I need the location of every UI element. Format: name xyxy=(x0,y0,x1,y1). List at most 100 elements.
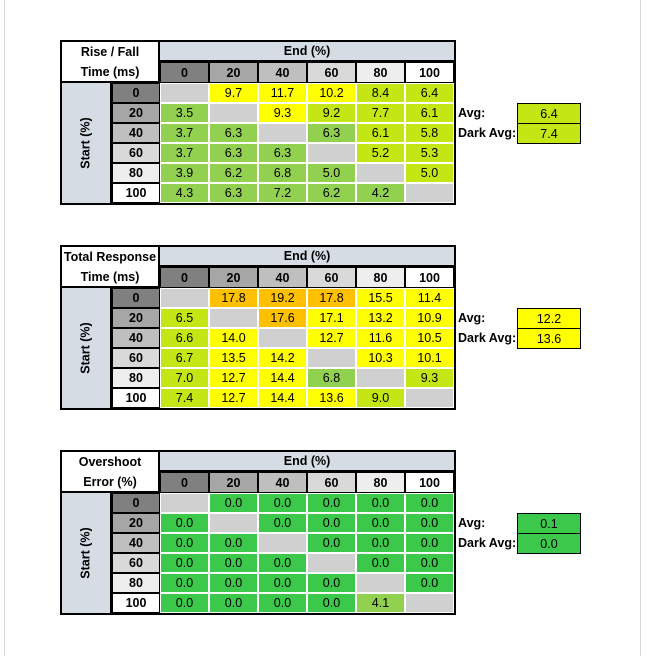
table-title: Rise / Fall Time (ms) xyxy=(60,40,160,83)
row-header: 40 xyxy=(112,328,160,348)
data-cell: 5.0 xyxy=(307,163,356,183)
data-cell xyxy=(307,143,356,163)
data-cell: 6.3 xyxy=(307,123,356,143)
row-header: 0 xyxy=(112,83,160,103)
data-cell: 5.0 xyxy=(405,163,454,183)
data-cell: 14.4 xyxy=(258,368,307,388)
start-axis-label: Start (%) xyxy=(79,117,93,169)
avg-value: 6.4 xyxy=(517,103,581,124)
data-cell: 6.2 xyxy=(307,183,356,203)
data-cell xyxy=(209,103,258,123)
data-cell: 0.0 xyxy=(405,533,454,553)
dark-avg-value: 7.4 xyxy=(517,123,581,144)
data-cell: 9.2 xyxy=(307,103,356,123)
table-title: Total Response Time (ms) xyxy=(60,245,160,288)
data-cell: 6.1 xyxy=(405,103,454,123)
row-header: 100 xyxy=(112,593,160,613)
row-header: 0 xyxy=(112,493,160,513)
data-cell xyxy=(307,553,356,573)
data-cell: 3.5 xyxy=(160,103,209,123)
data-cell: 0.0 xyxy=(307,573,356,593)
column-header: 60 xyxy=(307,472,356,493)
data-cell: 7.0 xyxy=(160,368,209,388)
dark-avg-value: 0.0 xyxy=(517,533,581,554)
end-axis-header: End (%) xyxy=(160,245,456,267)
data-cell: 14.2 xyxy=(258,348,307,368)
data-cell: 6.1 xyxy=(356,123,405,143)
row-header: 60 xyxy=(112,348,160,368)
data-cell: 6.7 xyxy=(160,348,209,368)
column-header: 40 xyxy=(258,267,307,288)
row-header: 20 xyxy=(112,103,160,123)
data-cell: 0.0 xyxy=(160,593,209,613)
data-cell: 0.0 xyxy=(209,593,258,613)
data-cell xyxy=(356,163,405,183)
data-cell: 0.0 xyxy=(356,513,405,533)
data-cell: 4.3 xyxy=(160,183,209,203)
data-cell: 5.8 xyxy=(405,123,454,143)
data-cell: 10.3 xyxy=(356,348,405,368)
table-title-line: Time (ms) xyxy=(80,64,140,79)
data-cell: 4.2 xyxy=(356,183,405,203)
data-cell: 6.8 xyxy=(258,163,307,183)
data-cell xyxy=(258,533,307,553)
data-cell: 0.0 xyxy=(356,493,405,513)
start-axis-header: Start (%) xyxy=(60,288,112,410)
data-cell: 0.0 xyxy=(405,493,454,513)
column-header: 80 xyxy=(356,62,405,83)
end-axis-header: End (%) xyxy=(160,450,456,472)
data-cell xyxy=(356,368,405,388)
data-cell: 0.0 xyxy=(307,493,356,513)
data-cell: 0.0 xyxy=(258,553,307,573)
row-header: 80 xyxy=(112,573,160,593)
data-cell: 6.2 xyxy=(209,163,258,183)
data-cell: 0.0 xyxy=(160,533,209,553)
column-header: 0 xyxy=(160,267,209,288)
column-header: 20 xyxy=(209,62,258,83)
table-title: Overshoot Error (%) xyxy=(60,450,160,493)
row-header: 20 xyxy=(112,308,160,328)
data-cell: 6.3 xyxy=(209,143,258,163)
data-cell: 6.4 xyxy=(405,83,454,103)
column-header: 0 xyxy=(160,472,209,493)
data-cell xyxy=(356,573,405,593)
data-cell xyxy=(405,593,454,613)
data-cell xyxy=(405,388,454,408)
table-title-line: Rise / Fall xyxy=(80,44,140,59)
data-cell: 0.0 xyxy=(405,553,454,573)
data-cell: 19.2 xyxy=(258,288,307,308)
data-cell: 5.3 xyxy=(405,143,454,163)
data-cell: 9.0 xyxy=(356,388,405,408)
data-cell xyxy=(258,328,307,348)
data-cell: 17.1 xyxy=(307,308,356,328)
row-header: 80 xyxy=(112,163,160,183)
start-axis-header: Start (%) xyxy=(60,493,112,615)
data-cell: 6.3 xyxy=(209,123,258,143)
data-cell: 6.3 xyxy=(209,183,258,203)
data-cell: 10.1 xyxy=(405,348,454,368)
dark-avg-label: Dark Avg: xyxy=(458,331,517,345)
dark-avg-value: 13.6 xyxy=(517,328,581,349)
data-cell xyxy=(209,513,258,533)
data-cell: 10.5 xyxy=(405,328,454,348)
row-header: 60 xyxy=(112,553,160,573)
data-cell xyxy=(258,123,307,143)
data-cell xyxy=(307,348,356,368)
data-cell: 0.0 xyxy=(405,513,454,533)
data-cell: 6.8 xyxy=(307,368,356,388)
data-cell: 12.7 xyxy=(209,388,258,408)
start-axis-label: Start (%) xyxy=(79,322,93,374)
data-cell: 7.4 xyxy=(160,388,209,408)
data-cell: 10.9 xyxy=(405,308,454,328)
data-cell xyxy=(209,308,258,328)
data-cell: 14.0 xyxy=(209,328,258,348)
table-title-line: Overshoot xyxy=(78,454,142,469)
data-cell: 13.5 xyxy=(209,348,258,368)
data-cell: 17.8 xyxy=(209,288,258,308)
data-cell: 0.0 xyxy=(258,513,307,533)
column-header: 100 xyxy=(405,62,454,83)
data-cell: 0.0 xyxy=(209,573,258,593)
table-title-line: Time (ms) xyxy=(80,269,140,284)
data-cell: 15.5 xyxy=(356,288,405,308)
row-header: 100 xyxy=(112,183,160,203)
